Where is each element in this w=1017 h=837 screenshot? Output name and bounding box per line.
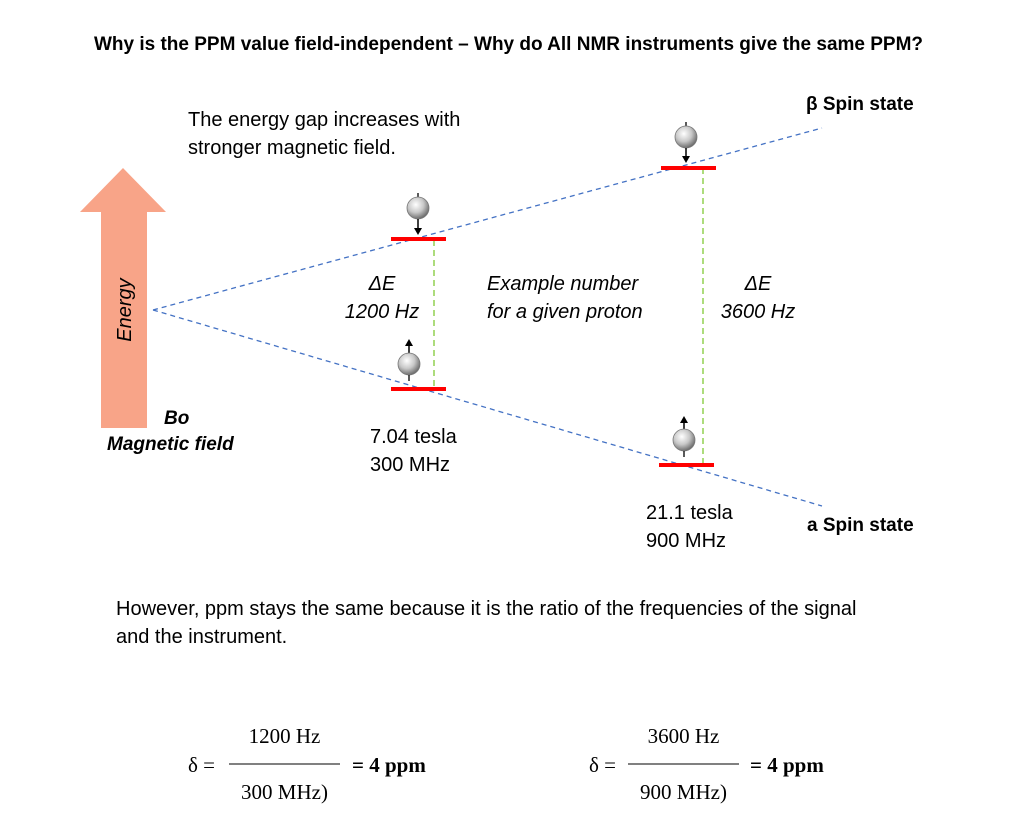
instrument-high-tesla: 21.1 tesla <box>646 502 733 524</box>
spin-up-ball-icon <box>397 339 421 381</box>
conclusion-line1: However, ppm stays the same because it i… <box>116 598 857 620</box>
beta-energy-line <box>152 127 823 311</box>
formula-high-denominator: 900 MHz) <box>640 780 727 804</box>
spin-down-ball-icon <box>674 122 698 163</box>
instrument-low-tesla: 7.04 tesla <box>370 426 457 448</box>
field-label-bo: Bo <box>164 408 190 429</box>
formula-high-result: = 4 ppm <box>750 753 824 777</box>
delta-e-freq-low: 1200 Hz <box>344 301 420 323</box>
delta-e-symbol-high: ΔE <box>744 273 772 295</box>
alpha-energy-line <box>152 309 823 507</box>
formula-low-numerator: 1200 Hz <box>248 724 321 748</box>
instrument-low-specs: 7.04 tesla 300 MHz <box>370 423 457 479</box>
beta-spin-state-label: β Spin state <box>806 94 914 115</box>
instrument-low-mhz: 300 MHz <box>370 454 451 476</box>
delta-e-freq-high: 3600 Hz <box>720 301 796 323</box>
energy-gap-note: The energy gap increases with stronger m… <box>188 106 460 162</box>
formula-high-delta: δ = <box>589 753 616 777</box>
spin-up-ball-icon <box>672 416 696 457</box>
formula-low-denominator: 300 MHz) <box>241 780 328 804</box>
example-note-line1: Example number <box>487 273 639 295</box>
delta-e-low: ΔE 1200 Hz <box>341 270 423 326</box>
example-note-line2: for a given proton <box>487 301 643 323</box>
spin-down-ball-icon <box>406 193 430 235</box>
page-title: Why is the PPM value field-independent –… <box>93 34 924 55</box>
energy-arrow-label: Energy <box>114 277 136 341</box>
instrument-high-mhz: 900 MHz <box>646 530 727 552</box>
formula-low-result: = 4 ppm <box>352 753 426 777</box>
energy-gap-note-line2: stronger magnetic field. <box>188 137 396 159</box>
delta-e-symbol-low: ΔE <box>368 273 396 295</box>
conclusion-line2: and the instrument. <box>116 626 288 648</box>
instrument-high-specs: 21.1 tesla 900 MHz <box>646 499 733 555</box>
energy-gap-note-line1: The energy gap increases with <box>188 109 461 131</box>
alpha-spin-state-label: a Spin state <box>807 515 914 536</box>
conclusion-text: However, ppm stays the same because it i… <box>116 595 856 651</box>
delta-e-high: ΔE 3600 Hz <box>715 270 801 326</box>
example-note: Example number for a given proton <box>487 270 643 326</box>
formula-high-numerator: 3600 Hz <box>647 724 720 748</box>
energy-arrow <box>80 168 166 428</box>
formula-low-delta: δ = <box>188 753 215 777</box>
field-label-magnetic: Magnetic field <box>107 434 234 455</box>
